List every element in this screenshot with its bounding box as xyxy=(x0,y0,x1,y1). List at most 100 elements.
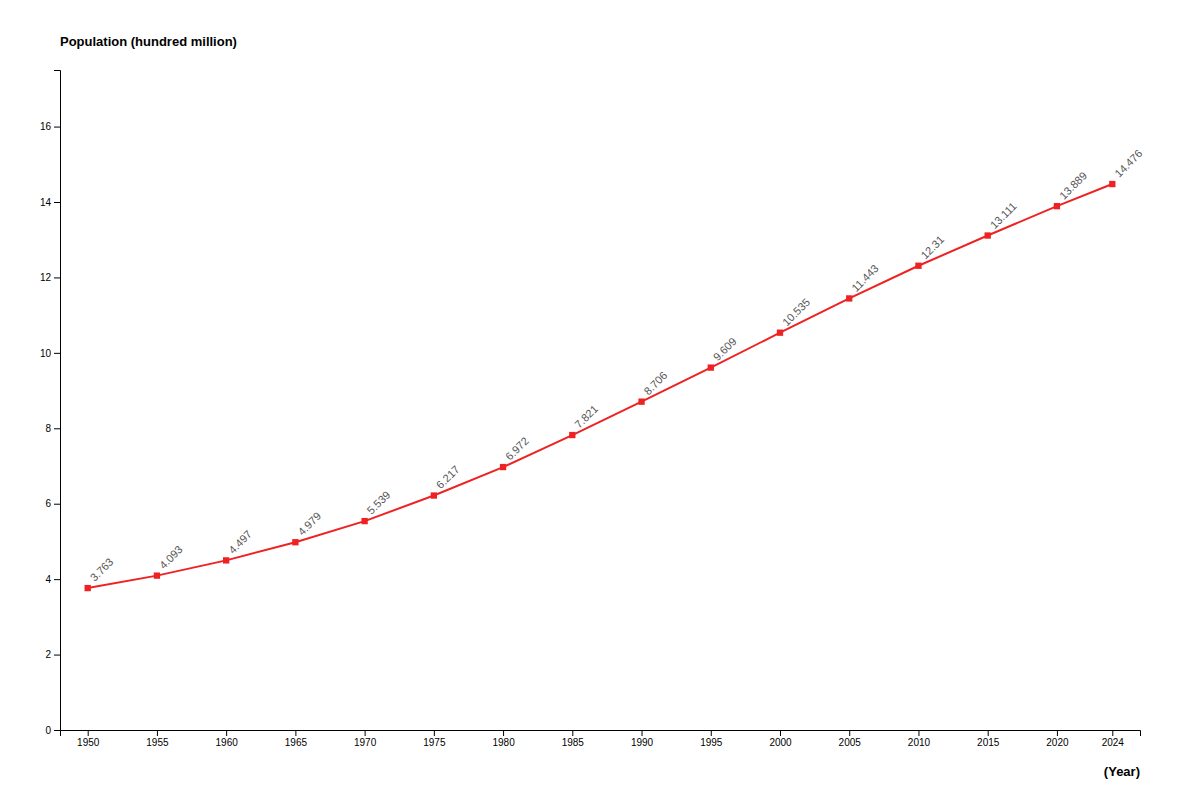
y-tick-label: 2 xyxy=(45,649,51,660)
data-label: 4.093 xyxy=(157,543,185,571)
x-tick-mark xyxy=(711,730,712,736)
y-tick: 16 xyxy=(40,121,60,132)
data-label: 7.821 xyxy=(572,402,600,430)
x-tick-mark xyxy=(572,730,573,736)
marker xyxy=(1054,203,1060,209)
x-tick-mark xyxy=(1112,730,1113,736)
y-tick-label: 12 xyxy=(40,272,52,283)
marker xyxy=(777,330,783,336)
x-tick-label: 1950 xyxy=(77,737,100,748)
x-tick: 1955 xyxy=(146,730,169,748)
y-axis-line xyxy=(54,71,61,731)
data-label: 6.972 xyxy=(503,435,531,463)
x-axis: 1950 1955 1960 1965 1970 1975 1980 1985 1990 1995… xyxy=(61,730,1141,748)
x-tick: 1970 xyxy=(354,730,377,748)
marker xyxy=(708,364,714,370)
x-tick: 2000 xyxy=(769,730,792,748)
x-tick-mark xyxy=(295,730,296,736)
data-label: 11.443 xyxy=(849,262,881,294)
line xyxy=(88,184,1113,588)
x-tick-mark xyxy=(849,730,850,736)
x-tick: 1950 xyxy=(77,730,100,748)
x-tick-mark xyxy=(88,730,89,736)
y-tick-mark xyxy=(54,277,60,278)
x-tick: 1965 xyxy=(285,730,308,748)
x-tick: 2005 xyxy=(839,730,862,748)
y-tick-label: 14 xyxy=(40,197,52,208)
x-tick: 1960 xyxy=(216,730,239,748)
x-tick-label: 2020 xyxy=(1046,737,1069,748)
marker xyxy=(1109,181,1115,187)
data-label: 3.763 xyxy=(88,556,116,584)
marker xyxy=(915,263,921,269)
marker xyxy=(361,518,367,524)
marker xyxy=(154,572,160,578)
x-tick-label: 1985 xyxy=(562,737,585,748)
y-tick-mark xyxy=(54,353,60,354)
x-axis-line xyxy=(61,731,1141,737)
marker xyxy=(569,432,575,438)
x-tick-mark xyxy=(503,730,504,736)
x-tick: 2010 xyxy=(908,730,931,748)
marker xyxy=(846,295,852,301)
chart: 1950 1955 1960 1965 1970 1975 1980 1985 1990 1995… xyxy=(0,0,1200,800)
x-tick-mark xyxy=(157,730,158,736)
y-tick-label: 16 xyxy=(40,121,52,132)
y-axis-label: Population (hundred million) xyxy=(60,34,237,49)
marker xyxy=(431,492,437,498)
x-tick-label: 2010 xyxy=(908,737,931,748)
y-tick: 10 xyxy=(40,348,60,359)
data-label: 10.535 xyxy=(780,296,812,328)
x-tick-label: 1995 xyxy=(700,737,723,748)
data-label: 14.476 xyxy=(1112,147,1144,179)
x-tick-label: 1970 xyxy=(354,737,377,748)
x-axis-label: (Year) xyxy=(1104,764,1140,779)
x-tick-mark xyxy=(642,730,643,736)
marker xyxy=(292,539,298,545)
x-tick-mark xyxy=(365,730,366,736)
y-tick-mark xyxy=(54,428,60,429)
data-label: 12.31 xyxy=(918,233,946,261)
x-tick-mark xyxy=(434,730,435,736)
x-tick: 1975 xyxy=(423,730,446,748)
y-tick-mark xyxy=(54,730,60,731)
x-tick: 1995 xyxy=(700,730,723,748)
y-tick: 0 xyxy=(45,725,60,736)
x-tick-mark xyxy=(988,730,989,736)
y-tick-mark xyxy=(54,579,60,580)
data-label: 4.979 xyxy=(295,510,323,538)
data-label: 9.609 xyxy=(711,335,739,363)
x-tick-label: 2024 xyxy=(1102,737,1125,748)
y-tick: 4 xyxy=(45,574,60,585)
y-tick: 2 xyxy=(45,649,60,660)
x-tick-label: 1955 xyxy=(146,737,169,748)
y-tick-label: 6 xyxy=(45,498,51,509)
x-tick: 2020 xyxy=(1046,730,1069,748)
marker xyxy=(638,398,644,404)
marker xyxy=(85,585,91,591)
marker xyxy=(500,464,506,470)
data-label: 8.706 xyxy=(641,369,669,397)
marker xyxy=(223,557,229,563)
data-label: 4.497 xyxy=(226,528,254,556)
x-tick-mark xyxy=(780,730,781,736)
x-tick-label: 2015 xyxy=(977,737,1000,748)
y-tick-label: 0 xyxy=(45,725,51,736)
x-tick: 2024 xyxy=(1102,730,1125,748)
x-tick-mark xyxy=(918,730,919,736)
y-tick-mark xyxy=(54,504,60,505)
y-tick-label: 8 xyxy=(45,423,51,434)
x-tick-label: 1980 xyxy=(492,737,515,748)
x-tick: 1985 xyxy=(562,730,585,748)
data-labels: 3.763 4.093 4.497 4.979 5.539 6.217 6.972 7.821… xyxy=(88,147,1145,583)
x-tick-label: 1990 xyxy=(631,737,654,748)
y-tick: 12 xyxy=(40,272,60,283)
x-tick-label: 2005 xyxy=(839,737,862,748)
y-tick-mark xyxy=(54,202,60,203)
y-tick-label: 4 xyxy=(45,574,51,585)
x-tick-label: 1975 xyxy=(423,737,446,748)
data-label: 13.889 xyxy=(1057,169,1089,201)
x-tick: 1980 xyxy=(492,730,515,748)
data-label: 6.217 xyxy=(434,463,462,491)
data-label: 5.539 xyxy=(365,489,393,517)
